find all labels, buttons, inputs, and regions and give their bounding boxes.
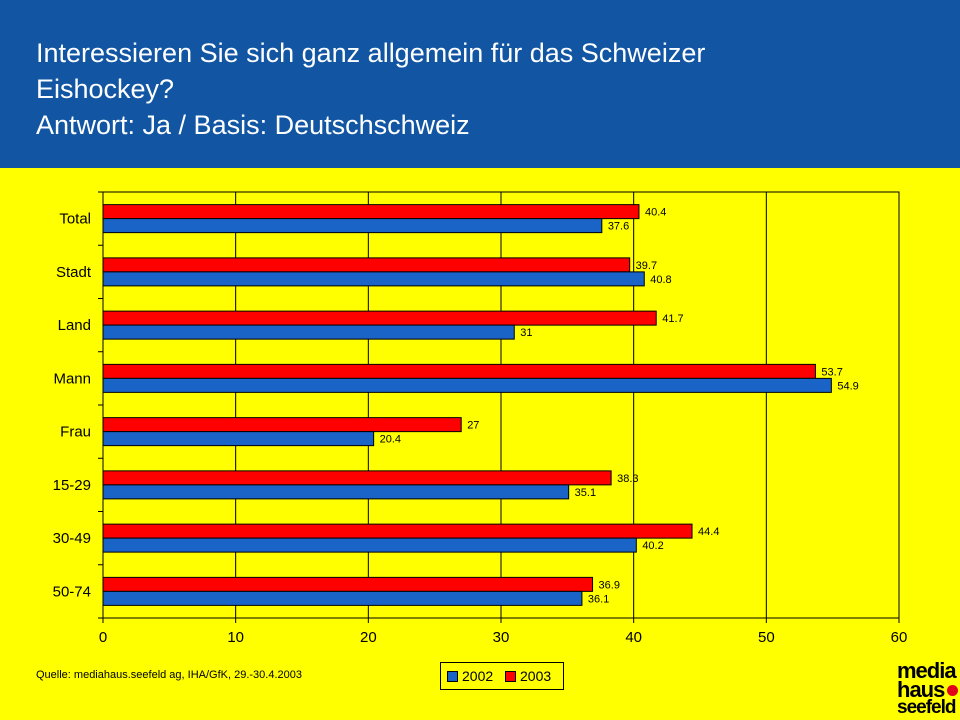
data-label-2002: 54.9 <box>837 380 858 392</box>
bar-2002 <box>102 484 570 500</box>
page-title-line-1: Interessieren Sie sich ganz allgemein fü… <box>36 38 706 68</box>
data-label-2003: 39.7 <box>636 260 657 272</box>
bar-2002 <box>102 218 603 234</box>
x-tick-label: 0 <box>99 629 107 646</box>
bar-2002 <box>102 324 515 340</box>
data-label-2003: 36.9 <box>599 579 620 591</box>
legend-label-2003: 2003 <box>520 668 552 684</box>
bar-2003 <box>102 523 693 539</box>
x-tick-label: 10 <box>227 629 244 646</box>
mediahaus-logo: media haus seefeld <box>897 658 958 718</box>
bar-2002 <box>102 537 637 553</box>
page-title-line-2: Eishockey? <box>36 74 175 104</box>
data-label-2002: 40.8 <box>650 274 671 286</box>
header-banner: Interessieren Sie sich ganz allgemein fü… <box>0 0 960 168</box>
y-category-label: Land <box>58 317 91 334</box>
bar-2002 <box>102 590 583 606</box>
y-category-label: Frau <box>60 424 91 441</box>
bar-2003 <box>102 363 816 379</box>
data-label-2002: 36.1 <box>588 593 609 605</box>
legend-label-2002: 2002 <box>462 668 494 684</box>
y-category-label: Total <box>59 211 91 228</box>
data-label-2002: 20.4 <box>380 434 401 446</box>
legend-item-2002: 2002 <box>447 668 493 684</box>
legend-swatch-2002 <box>447 670 458 682</box>
bar-2003 <box>102 310 657 326</box>
legend-swatch-2003 <box>505 670 516 682</box>
data-label-2002: 37.6 <box>608 221 629 233</box>
data-label-2003: 44.4 <box>698 526 719 538</box>
page-title-line-3: Antwort: Ja / Basis: Deutschschweiz <box>36 110 470 140</box>
y-category-label: 15-29 <box>53 477 91 494</box>
source-note: Quelle: mediahaus.seefeld ag, IHA/GfK, 2… <box>36 669 302 681</box>
logo-text-haus: haus <box>897 677 945 702</box>
bar-2002 <box>102 431 375 447</box>
x-tick-label: 60 <box>891 629 908 646</box>
data-label-2003: 53.7 <box>821 366 842 378</box>
x-tick-label: 30 <box>493 629 510 646</box>
data-label-2003: 38.3 <box>617 473 638 485</box>
y-category-label: 50-74 <box>53 583 91 600</box>
data-label-2003: 40.4 <box>645 207 666 219</box>
x-tick-label: 40 <box>625 629 642 646</box>
bar-2002 <box>102 377 832 393</box>
y-category-label: Stadt <box>56 264 92 281</box>
legend-item-2003: 2003 <box>505 668 551 684</box>
data-label-2003: 27 <box>467 420 479 432</box>
logo-text-media: media <box>897 658 957 683</box>
bar-2003 <box>102 204 640 220</box>
chart-legend: 2002 2003 <box>440 662 564 690</box>
bar-2003 <box>102 257 631 273</box>
bar-2003 <box>102 417 462 433</box>
data-label-2002: 31 <box>520 327 532 339</box>
data-label-2002: 35.1 <box>575 487 596 499</box>
x-tick-label: 50 <box>758 629 775 646</box>
logo-dot-icon <box>947 685 958 696</box>
y-category-label: 30-49 <box>53 530 91 547</box>
bar-2003 <box>102 576 594 592</box>
bar-2002 <box>102 271 645 287</box>
y-category-label: Mann <box>53 370 91 387</box>
data-label-2002: 40.2 <box>642 540 663 552</box>
data-label-2003: 41.7 <box>662 313 683 325</box>
x-tick-label: 20 <box>360 629 377 646</box>
logo-text-seefeld: seefeld <box>897 697 956 718</box>
bar-2003 <box>102 470 612 486</box>
